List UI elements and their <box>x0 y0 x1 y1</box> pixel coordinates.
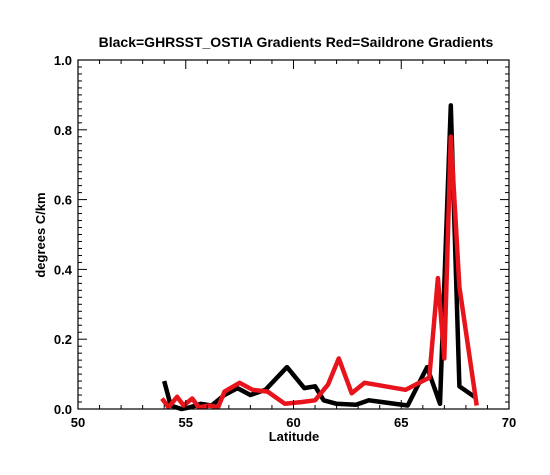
x-tick-label: 55 <box>179 415 193 430</box>
y-tick-label: 1.0 <box>54 53 72 68</box>
y-tick-label: 0.2 <box>54 332 72 347</box>
x-tick-label: 50 <box>71 415 85 430</box>
series-layer <box>160 103 479 412</box>
y-tick-label: 0.4 <box>54 262 73 277</box>
y-tick-label: 0.6 <box>54 193 72 208</box>
series-line-0 <box>162 103 476 412</box>
x-tick-label: 65 <box>394 415 408 430</box>
y-tick-label: 0.0 <box>54 402 72 417</box>
y-tick-label: 0.8 <box>54 123 72 138</box>
x-tick-label: 70 <box>502 415 516 430</box>
x-tick-label: 60 <box>286 415 300 430</box>
chart-title: Black=GHRSST_OSTIA Gradients Red=Saildro… <box>99 34 494 50</box>
series-line-1 <box>160 134 479 410</box>
axis-ticks: 50 55 60 65 70 0.0 0.2 0.4 0.6 0.8 1.0 <box>54 53 516 430</box>
x-axis-label: Latitude <box>269 429 320 444</box>
y-axis-label: degrees C/km <box>33 192 48 277</box>
